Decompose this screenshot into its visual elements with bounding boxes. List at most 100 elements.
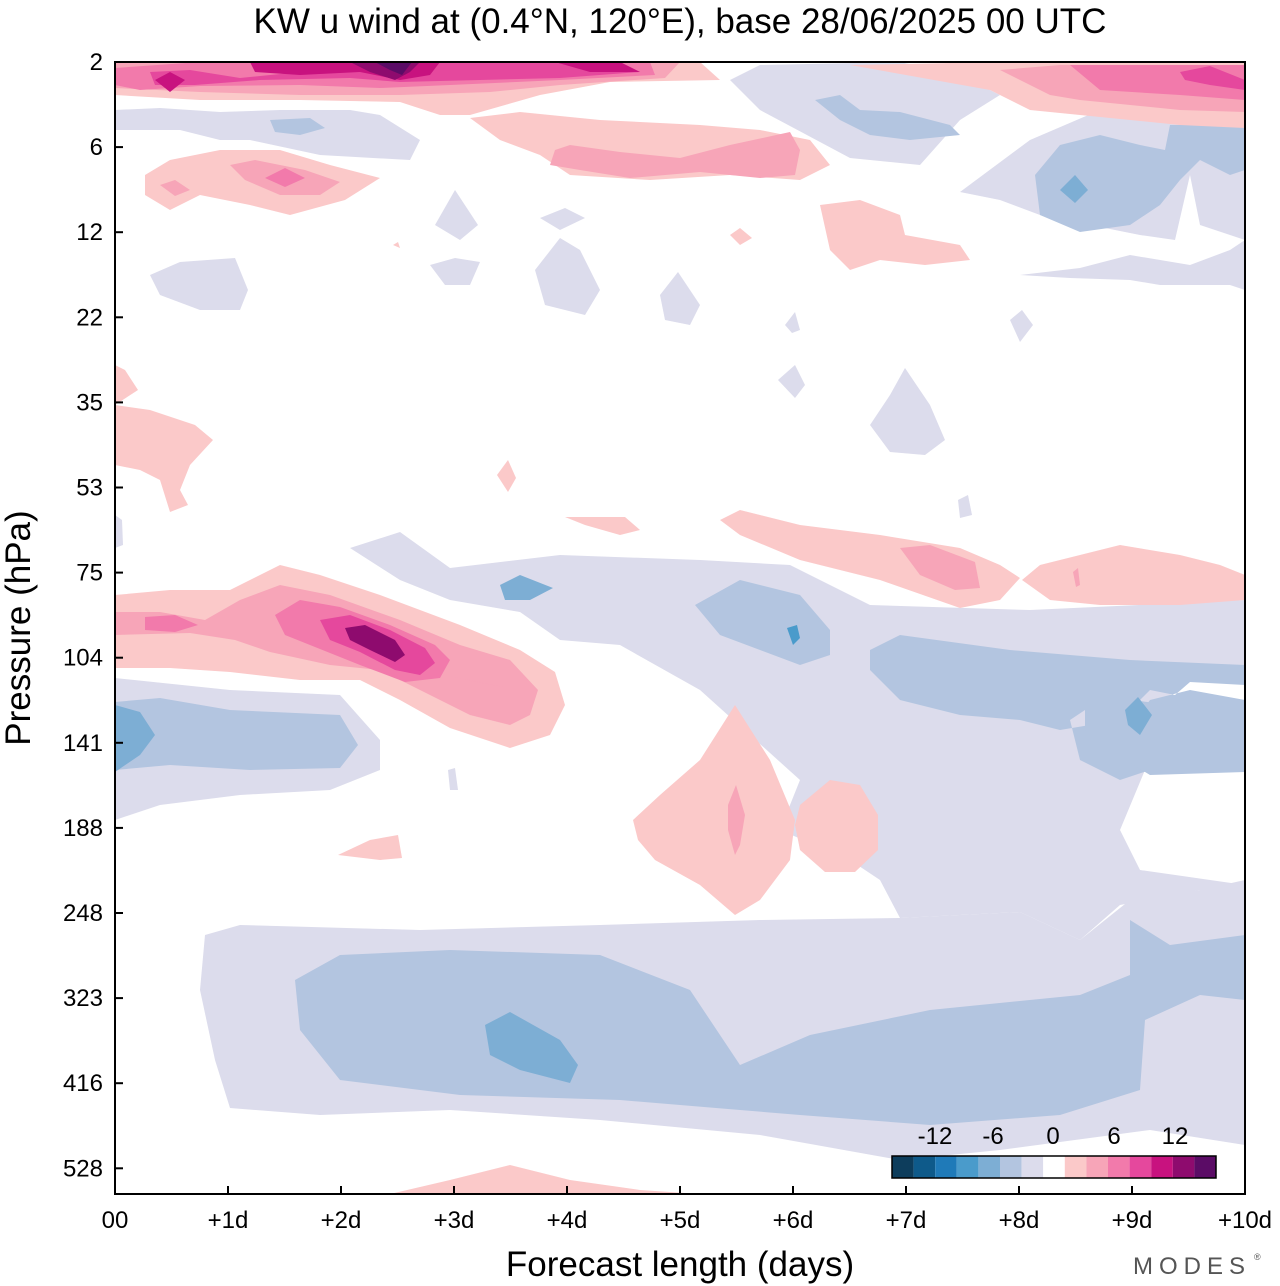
- x-tick-label: +10d: [1218, 1207, 1272, 1234]
- contour-region-pos-2-tear-b: [795, 780, 878, 872]
- y-tick-label: 416: [63, 1070, 103, 1097]
- contour-region-neg-2-upper-e: [870, 368, 945, 455]
- colorbar-swatch: [935, 1156, 957, 1178]
- colorbar-tick-label: 12: [1162, 1123, 1189, 1150]
- contour-region-pos-6-upper-a: [265, 168, 305, 187]
- contour-region-pos-2-upper-b: [820, 200, 970, 270]
- colorbar-swatch: [956, 1156, 979, 1178]
- x-tick-label: 00: [102, 1207, 129, 1234]
- y-tick-label: 528: [63, 1155, 103, 1182]
- contour-region-neg-4-left: [115, 698, 358, 770]
- colorbar-swatch: [1000, 1156, 1022, 1178]
- x-tick-label: +8d: [999, 1207, 1040, 1234]
- contour-region-neg-4-mid: [695, 580, 830, 665]
- x-tick-label: +9d: [1112, 1207, 1153, 1234]
- contour-region-neg-6-left: [115, 705, 155, 772]
- contour-region-neg-2-small-c: [448, 768, 458, 790]
- contour-region-pos-6-jet: [145, 615, 198, 632]
- colorbar-tick-label: 6: [1107, 1123, 1120, 1150]
- contour-region-pos-4-tear: [728, 785, 745, 855]
- colorbar-tick-label: 0: [1046, 1123, 1059, 1150]
- x-tick-label: +5d: [660, 1207, 701, 1234]
- y-axis: 2 6 12 22 35 53 75 104 141 188 248 323 416 528: [63, 49, 123, 1182]
- registered-mark: ®: [1254, 1252, 1261, 1262]
- y-tick-label: 188: [63, 815, 103, 842]
- contour-region-neg-2-upper-b: [430, 258, 480, 285]
- contour-region-neg-2-upper-m: [115, 108, 420, 160]
- y-tick-label: 141: [63, 730, 103, 757]
- contour-region-neg-4-lower: [295, 920, 1245, 1125]
- colorbar-swatch: [1086, 1156, 1108, 1178]
- contour-region-neg-2-small-n: [958, 495, 972, 518]
- colorbar-swatch: [1021, 1156, 1044, 1178]
- contour-region-neg-6-lower: [485, 1012, 578, 1083]
- y-tick-label: 12: [76, 219, 103, 246]
- x-tick-label: +4d: [547, 1207, 588, 1234]
- colorbar-tick-label: -6: [982, 1123, 1003, 1150]
- contour-region-pos-4-mid-d: [1073, 568, 1080, 587]
- modes-logo: MODES: [1133, 1253, 1251, 1280]
- x-tick-label: +6d: [773, 1207, 814, 1234]
- contour-region-neg-2-upper-f: [778, 365, 805, 398]
- contour-region-pos-2-upper-d: [393, 242, 400, 248]
- contour-region-neg-2-mid: [350, 532, 1245, 940]
- colorbar-swatch: [1064, 1156, 1087, 1178]
- colorbar-swatch: [978, 1156, 1000, 1178]
- contour-region-neg-2-small-p: [785, 312, 800, 333]
- contour-field: [115, 62, 1245, 1194]
- contour-region-neg-8-small: [787, 625, 800, 645]
- contour-region-pos-4-mid-c: [900, 545, 980, 590]
- chart-title: KW u wind at (0.4°N, 120°E), base 28/06/…: [254, 2, 1107, 41]
- contour-region-pos-12-jet: [345, 625, 405, 662]
- contour-region-neg-2-upper-h: [435, 190, 478, 240]
- x-axis-label: Forecast length (days): [506, 1245, 854, 1284]
- contour-region-neg-2-upper-g: [1010, 310, 1033, 342]
- contour-region-neg-2-small-o: [115, 515, 123, 548]
- colorbar-tick-label: -12: [918, 1123, 953, 1150]
- contour-region-neg-4-upper-l: [815, 95, 960, 140]
- contour-region-pos-2-mid-left: [115, 365, 213, 512]
- y-tick-label: 53: [76, 475, 103, 502]
- y-tick-label: 75: [76, 560, 103, 587]
- contour-region-pos-4-upper-a2: [160, 180, 190, 196]
- y-tick-label: 6: [90, 134, 103, 161]
- y-tick-label: 248: [63, 900, 103, 927]
- colorbar-swatch: [1043, 1156, 1065, 1178]
- colorbar-swatch: [1129, 1156, 1152, 1178]
- y-tick-label: 2: [90, 49, 103, 76]
- colorbar-swatch: [1151, 1156, 1173, 1178]
- y-tick-label: 22: [76, 304, 103, 331]
- contour-region-pos-10-top-c: [555, 62, 640, 72]
- contour-region-pos-4-jet: [115, 585, 538, 725]
- colorbar-swatch: [1108, 1156, 1130, 1178]
- x-tick-label: +1d: [208, 1207, 249, 1234]
- contour-region-pos-4-jet-thin: [445, 675, 510, 688]
- colorbar-swatch: [1172, 1156, 1195, 1178]
- colorbar-swatch: [913, 1156, 936, 1178]
- contour-region-neg-4-upper-k: [1035, 125, 1245, 232]
- contour-region-pos-10-top: [155, 72, 185, 92]
- y-tick-label: 35: [76, 389, 103, 416]
- contour-region-neg-2-upper-i: [540, 208, 585, 230]
- contour-region-neg-4-mid-right2: [1085, 700, 1245, 775]
- contour-region-neg-6-small-b: [1125, 697, 1152, 735]
- contour-region-pos-2-mid-d: [1022, 545, 1245, 605]
- contour-region-pos-2-upper-c: [730, 228, 752, 245]
- contour-region-neg-2-upper-a: [150, 258, 248, 310]
- y-axis-label: Pressure (hPa): [0, 510, 38, 745]
- contour-region-neg-2-upper-j: [1020, 240, 1245, 290]
- contour-region-neg-6-small-a: [500, 575, 553, 600]
- x-axis: 00 +1d +2d +3d +4d +5d +6d +7d +8d +9d +10d: [102, 1186, 1272, 1234]
- x-tick-label: +2d: [321, 1207, 362, 1234]
- contour-region-pos-2-mid-small: [497, 460, 516, 492]
- contour-region-pos-2-mid-b: [565, 517, 640, 535]
- contour-region-pos-2-tear: [633, 705, 795, 915]
- contour-region-pos-2-small-e: [338, 835, 402, 860]
- x-tick-label: +7d: [886, 1207, 927, 1234]
- contour-region-neg-4-upper-m: [270, 118, 325, 135]
- contour-region-pos-4-top-b: [550, 132, 800, 178]
- contour-region-neg-2-upper-c: [535, 238, 600, 315]
- y-tick-label: 323: [63, 985, 103, 1012]
- contour-region-neg-2-upper-d: [660, 272, 700, 325]
